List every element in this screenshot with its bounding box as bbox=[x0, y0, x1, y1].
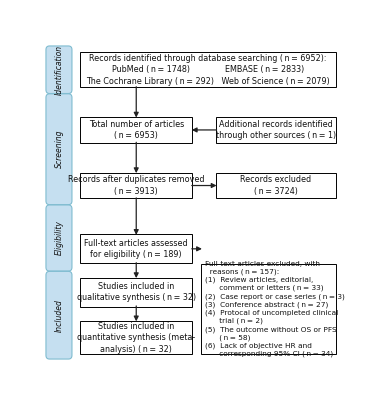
Text: Records identified through database searching ( n = 6952):
PubMed ( n = 1748)   : Records identified through database sear… bbox=[86, 54, 330, 86]
FancyBboxPatch shape bbox=[46, 94, 72, 205]
FancyBboxPatch shape bbox=[80, 321, 192, 354]
Text: Studies included in
qualitative synthesis ( n = 32): Studies included in qualitative synthesi… bbox=[77, 282, 196, 302]
FancyBboxPatch shape bbox=[80, 172, 192, 198]
FancyBboxPatch shape bbox=[216, 172, 336, 198]
FancyBboxPatch shape bbox=[46, 46, 72, 93]
Text: Included: Included bbox=[54, 299, 63, 332]
Text: Eligibility: Eligibility bbox=[54, 221, 63, 255]
FancyBboxPatch shape bbox=[80, 117, 192, 143]
Text: Records after duplicates removed
( n = 3913): Records after duplicates removed ( n = 3… bbox=[68, 175, 204, 196]
FancyBboxPatch shape bbox=[80, 234, 192, 263]
FancyBboxPatch shape bbox=[216, 117, 336, 143]
Text: Additional records identified
through other sources ( n = 1): Additional records identified through ot… bbox=[216, 120, 336, 140]
Text: Full-text articles assessed
for eligibility ( n = 189): Full-text articles assessed for eligibil… bbox=[84, 239, 188, 259]
Text: Full-text articles excluded, with
  reasons ( n = 157):
(1)  Review articles, ed: Full-text articles excluded, with reason… bbox=[205, 261, 345, 357]
FancyBboxPatch shape bbox=[80, 52, 336, 87]
Text: Screening: Screening bbox=[54, 130, 63, 168]
Text: Identification: Identification bbox=[54, 45, 63, 95]
Text: Total number of articles
( n = 6953): Total number of articles ( n = 6953) bbox=[89, 120, 184, 140]
Text: Records excluded
( n = 3724): Records excluded ( n = 3724) bbox=[240, 175, 311, 196]
FancyBboxPatch shape bbox=[80, 277, 192, 306]
FancyBboxPatch shape bbox=[46, 205, 72, 271]
FancyBboxPatch shape bbox=[201, 263, 336, 354]
Text: Studies included in
quantitative synthesis (meta-
analysis) ( n = 32): Studies included in quantitative synthes… bbox=[77, 322, 195, 354]
FancyBboxPatch shape bbox=[46, 271, 72, 359]
